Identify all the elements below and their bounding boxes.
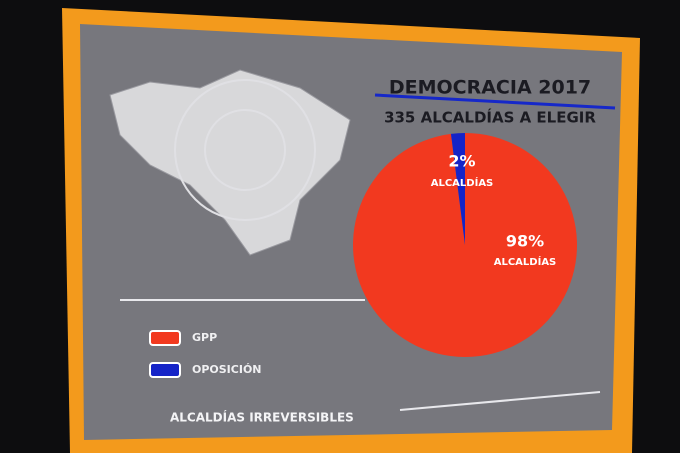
footer: ALCALDÍAS IRREVERSIBLES — [170, 410, 354, 425]
chart-subtitle: 335 ALCALDÍAS A ELEGIR — [384, 108, 596, 127]
pie-slice — [353, 133, 578, 357]
chart-title: DEMOCRACIA 2017 — [389, 77, 591, 99]
radar — [204, 109, 286, 191]
slice-caption: ALCALDÍAS — [431, 176, 494, 189]
pie-slice — [450, 133, 465, 245]
legend-label: GPP — [192, 331, 217, 344]
legend-swatch — [149, 362, 181, 378]
legend-swatch — [149, 330, 181, 346]
title-rule — [374, 93, 616, 110]
radar — [174, 79, 316, 221]
value-label: 98% — [506, 232, 544, 251]
decor-line — [120, 299, 601, 411]
map — [109, 69, 351, 256]
value-label: 2% — [448, 152, 475, 171]
slice-caption: ALCALDÍAS — [494, 255, 557, 268]
legend-label: OPOSICIÓN — [192, 363, 262, 376]
